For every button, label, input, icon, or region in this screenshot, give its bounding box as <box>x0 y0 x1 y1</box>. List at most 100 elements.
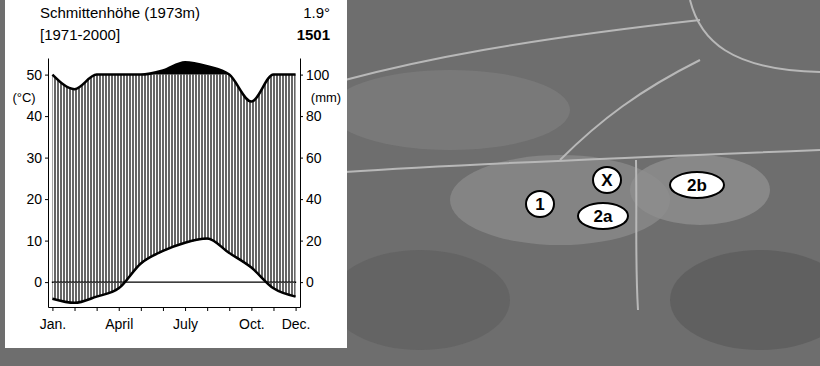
axis-line <box>49 307 301 308</box>
photo-road <box>345 150 820 172</box>
temperature-line <box>52 239 295 303</box>
tick: April <box>105 307 133 332</box>
photo-patch <box>630 155 770 225</box>
tick-label: 20 <box>306 233 322 249</box>
tick-mark <box>229 307 230 311</box>
photo-label-badge <box>593 167 621 193</box>
tick-label: 0 <box>306 274 314 290</box>
tick-label: July <box>173 316 198 332</box>
tick-label: 40 <box>306 191 322 207</box>
photo-patch <box>330 70 570 150</box>
tick-mark <box>45 241 48 242</box>
humid-area <box>52 75 295 303</box>
tick: 30 <box>26 150 48 166</box>
tick-mark <box>52 307 53 311</box>
tick-mark <box>273 307 274 311</box>
tick-label: 50 <box>26 67 42 83</box>
tick-mark <box>45 116 48 117</box>
tick: 10 <box>26 233 48 249</box>
tick-mark <box>300 75 303 76</box>
photo-label-badge <box>578 203 628 229</box>
photo-patch <box>670 250 820 350</box>
photo-label: 2b <box>687 176 707 195</box>
tick <box>163 307 164 311</box>
tick: 20 <box>300 233 322 249</box>
tick-mark <box>119 307 120 311</box>
tick: 20 <box>26 191 48 207</box>
tick-mark <box>300 158 303 159</box>
tick <box>141 307 142 311</box>
tick <box>273 307 274 311</box>
tick-mark <box>45 199 48 200</box>
plot-area <box>52 62 295 307</box>
tick: 0 <box>34 274 48 290</box>
tick-mark <box>300 282 303 283</box>
tick-label: 100 <box>306 67 330 83</box>
axis-line <box>48 59 49 308</box>
photo-road <box>690 0 820 72</box>
tick: July <box>173 307 198 332</box>
subtitle: [1971-2000] <box>40 26 120 43</box>
tick-label: 80 <box>306 108 322 124</box>
tick: Oct. <box>239 307 265 332</box>
title: Schmittenhöhe (1973m) <box>40 4 200 21</box>
tick-mark <box>163 307 164 311</box>
tick-label: Jan. <box>40 316 66 332</box>
photo-label: 1 <box>535 195 544 214</box>
tick <box>207 307 208 311</box>
tick-label: Oct. <box>239 316 265 332</box>
tick-mark <box>300 199 303 200</box>
photo-road <box>560 60 700 160</box>
figure: 0 10 20 30 40 50 0 20 40 60 80 100 Jan. April July Oct.… <box>0 0 820 366</box>
tick-label: 20 <box>26 191 42 207</box>
tick-label: Dec. <box>282 316 311 332</box>
y-axis-title: (°C) <box>12 90 35 105</box>
tick-mark <box>141 307 142 311</box>
tick-mark <box>185 307 186 311</box>
warm-area <box>52 239 295 284</box>
tick-label: 10 <box>26 233 42 249</box>
axis-line <box>300 59 301 308</box>
tick-label: 40 <box>26 108 42 124</box>
tick-mark <box>45 75 48 76</box>
tick-mark <box>97 307 98 311</box>
tick-mark <box>300 116 303 117</box>
tick-label: 30 <box>26 150 42 166</box>
perhumid-area <box>52 62 295 74</box>
tick: 0 <box>300 274 314 290</box>
annotation: 1501 <box>297 26 330 43</box>
photo-label: 2a <box>594 207 613 226</box>
annotation: 1.9° <box>303 4 330 21</box>
tick: 100 <box>300 67 330 83</box>
tick-label: 60 <box>306 150 322 166</box>
tick: Dec. <box>282 307 311 332</box>
photo-road <box>636 160 638 310</box>
tick: 40 <box>26 108 48 124</box>
tick: 50 <box>26 67 48 83</box>
photo-label: X <box>601 171 613 190</box>
tick-mark <box>75 307 76 311</box>
tick <box>229 307 230 311</box>
x-axis: Jan. April July Oct. Dec. <box>40 307 311 332</box>
photo-road <box>345 20 700 80</box>
precipitation-line <box>52 62 295 101</box>
tick-mark <box>251 307 252 311</box>
tick <box>97 307 98 311</box>
photo-label-badge <box>526 191 554 217</box>
chart-panel <box>5 0 347 348</box>
tick-mark <box>300 241 303 242</box>
tick: 60 <box>300 150 322 166</box>
tick-mark <box>207 307 208 311</box>
photo-patch <box>330 250 510 350</box>
tick: Jan. <box>40 307 66 332</box>
tick: 40 <box>300 191 322 207</box>
tick: 80 <box>300 108 322 124</box>
tick-label: 0 <box>34 274 42 290</box>
photo-label-badge <box>670 172 724 198</box>
tick <box>75 307 76 311</box>
tick-mark <box>45 158 48 159</box>
tick-label: April <box>105 316 133 332</box>
tick-mark <box>296 307 297 311</box>
y2-axis-title: (mm) <box>311 90 341 105</box>
tick-mark <box>45 282 48 283</box>
